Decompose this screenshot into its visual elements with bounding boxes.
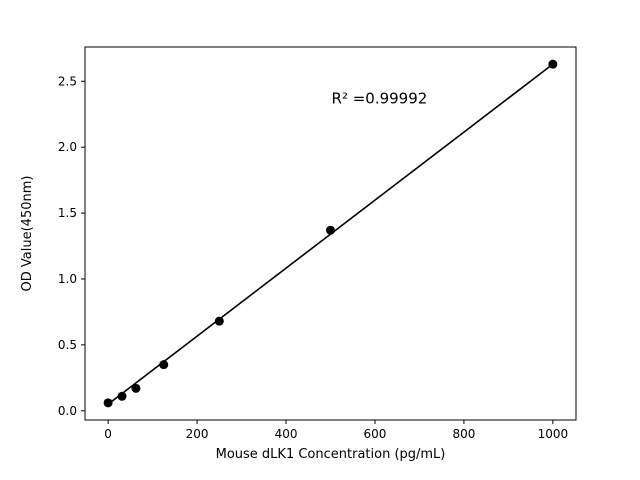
- x-tick-label: 600: [364, 427, 387, 441]
- data-point: [131, 383, 141, 393]
- y-tick-label: 2.0: [58, 140, 77, 154]
- y-tick-label: 0.5: [58, 338, 77, 352]
- y-tick-label: 1.0: [58, 272, 77, 286]
- x-tick-label: 400: [275, 427, 298, 441]
- x-tick-label: 1000: [538, 427, 569, 441]
- x-tick-label: 200: [186, 427, 209, 441]
- x-axis-label: Mouse dLK1 Concentration (pg/mL): [216, 447, 446, 462]
- y-tick-label: 1.5: [58, 206, 77, 220]
- x-tick-label: 800: [452, 427, 475, 441]
- y-tick-label: 2.5: [58, 74, 77, 88]
- plot-frame: [84, 46, 577, 421]
- data-point: [117, 391, 127, 401]
- y-tick-label: 0.0: [58, 404, 77, 418]
- x-tick-label: 0: [104, 427, 112, 441]
- data-point: [548, 59, 558, 69]
- y-axis-label: OD Value(450nm): [20, 176, 35, 292]
- r-squared-annotation: R² =0.99992: [332, 90, 428, 108]
- data-point: [214, 316, 224, 326]
- data-point: [159, 360, 169, 370]
- data-point: [103, 398, 113, 408]
- data-point: [326, 225, 335, 235]
